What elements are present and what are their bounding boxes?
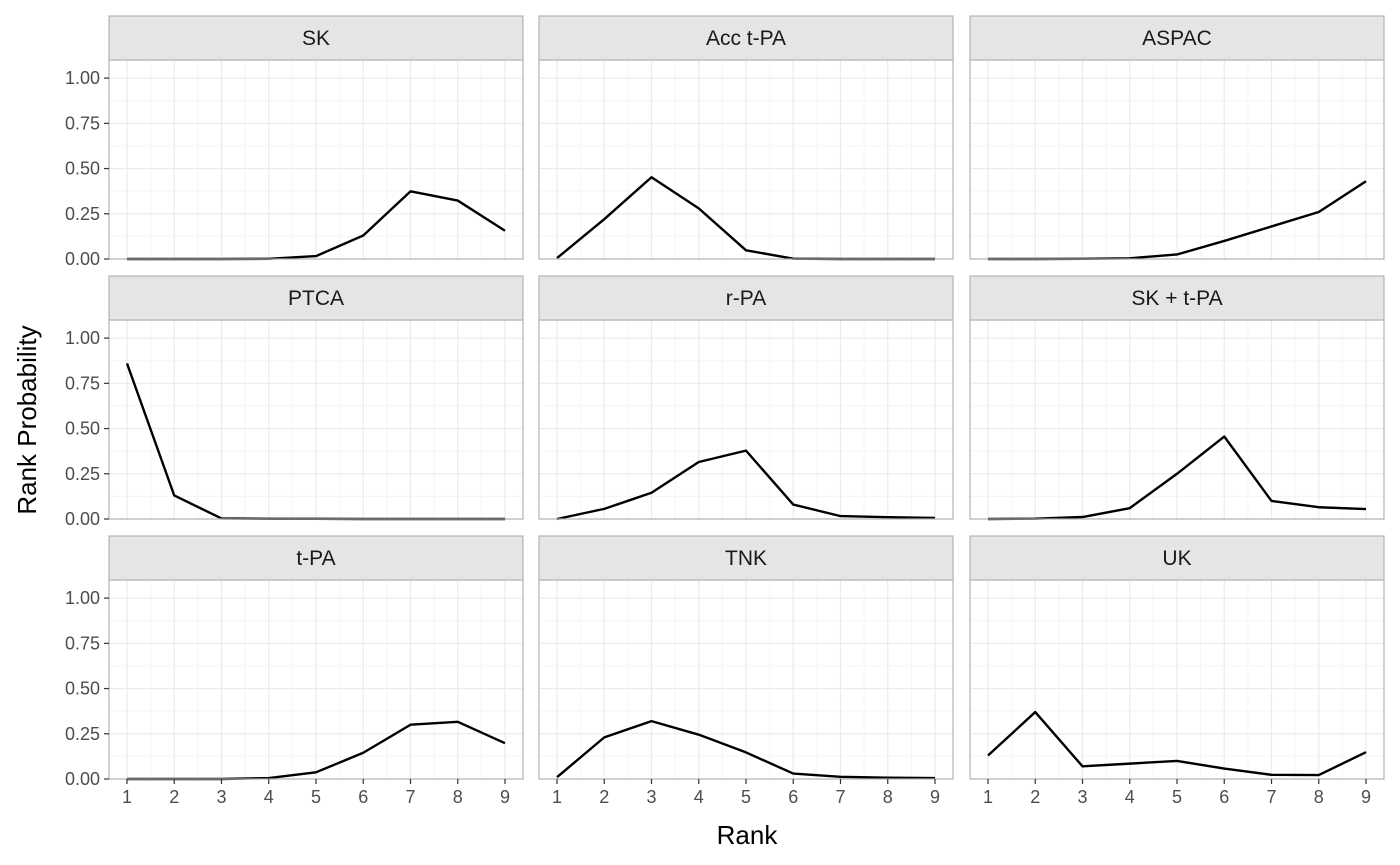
panel-sk-t-pa: SK + t-PA	[969, 275, 1385, 521]
x-tick-label: 6	[788, 787, 798, 807]
strip-background	[538, 15, 954, 61]
panel-tnk: TNK	[538, 535, 954, 780]
series-line-sk-t-pa	[987, 435, 1367, 521]
y-tick-label: 0.25	[65, 204, 100, 224]
x-axis-ticks: 1 2 3 4 5 6 7 8 9 1 2 3 4 5 6 7 8 9 1 2 3 4 5 6 7 8 9	[122, 779, 1371, 807]
strip-label: ASPAC	[1142, 27, 1212, 50]
series-line-tnk	[556, 719, 936, 780]
x-tick-label: 3	[216, 787, 226, 807]
y-tick-label: 0.25	[65, 724, 100, 744]
y-tick-label: 1.00	[65, 68, 100, 88]
strip-background	[538, 535, 954, 581]
x-tick-label: 8	[883, 787, 893, 807]
x-tick-label: 1	[552, 787, 562, 807]
x-tick-label: 6	[1219, 787, 1229, 807]
y-tick-label: 0.75	[65, 633, 100, 653]
panels-layer: SK Acc t-PA ASPAC PTCA r-PA SK + t-PA t-PA TNK U…	[108, 15, 1385, 781]
x-tick-label: 1	[983, 787, 993, 807]
y-tick-label: 0.50	[65, 679, 100, 699]
x-tick-label: 2	[169, 787, 179, 807]
panel-acc-t-pa: Acc t-PA	[538, 15, 954, 261]
x-tick-label: 5	[741, 787, 751, 807]
x-tick-label: 5	[311, 787, 321, 807]
y-tick-label: 0.25	[65, 464, 100, 484]
x-tick-label: 9	[1361, 787, 1371, 807]
strip-background	[108, 535, 524, 581]
strip-label: Acc t-PA	[706, 27, 786, 50]
strip-background	[969, 275, 1385, 321]
x-tick-label: 9	[500, 787, 510, 807]
x-tick-label: 7	[835, 787, 845, 807]
strip-label: UK	[1162, 547, 1191, 570]
panel-sk: SK	[108, 15, 524, 261]
strip-background	[969, 535, 1385, 581]
strip-label: r-PA	[726, 287, 766, 310]
x-tick-label: 8	[1314, 787, 1324, 807]
strip-label: t-PA	[296, 547, 335, 570]
panel-ptca: PTCA	[108, 275, 524, 521]
x-tick-label: 4	[694, 787, 704, 807]
strip-background	[108, 15, 524, 61]
x-tick-label: 8	[453, 787, 463, 807]
y-tick-label: 0.00	[65, 249, 100, 269]
x-tick-label: 7	[405, 787, 415, 807]
x-tick-label: 4	[1125, 787, 1135, 807]
panel-r-pa: r-PA	[538, 275, 954, 521]
x-tick-label: 3	[1077, 787, 1087, 807]
x-tick-label: 1	[122, 787, 132, 807]
panel-aspac: ASPAC	[969, 15, 1385, 261]
y-tick-label: 0.00	[65, 769, 100, 789]
x-tick-label: 7	[1266, 787, 1276, 807]
y-tick-label: 0.50	[65, 419, 100, 439]
y-axis-title: Rank Probability	[12, 325, 42, 514]
x-tick-label: 5	[1172, 787, 1182, 807]
panel-uk: UK	[969, 535, 1385, 780]
x-tick-label: 9	[930, 787, 940, 807]
y-tick-label: 1.00	[65, 588, 100, 608]
x-tick-label: 2	[599, 787, 609, 807]
strip-label: SK	[302, 27, 330, 50]
strip-background	[108, 275, 524, 321]
x-tick-label: 4	[264, 787, 274, 807]
x-axis-title: Rank	[717, 820, 779, 850]
y-axis-ticks: 0.00 0.25 0.50 0.75 1.00 0.00 0.25 0.50 0.75 1.00…	[65, 68, 109, 789]
series-line-uk	[987, 710, 1367, 777]
panel-t-pa: t-PA	[108, 535, 524, 781]
y-tick-label: 0.50	[65, 159, 100, 179]
strip-label: SK + t-PA	[1131, 287, 1222, 310]
y-tick-label: 0.00	[65, 509, 100, 529]
x-tick-label: 6	[358, 787, 368, 807]
x-tick-label: 3	[646, 787, 656, 807]
strip-background	[538, 275, 954, 321]
y-tick-label: 0.75	[65, 373, 100, 393]
strip-label: PTCA	[288, 287, 344, 310]
y-tick-label: 0.75	[65, 113, 100, 133]
y-tick-label: 1.00	[65, 328, 100, 348]
strip-label: TNK	[725, 547, 767, 570]
x-tick-label: 2	[1030, 787, 1040, 807]
series-line-r-pa	[556, 449, 936, 521]
strip-background	[969, 15, 1385, 61]
